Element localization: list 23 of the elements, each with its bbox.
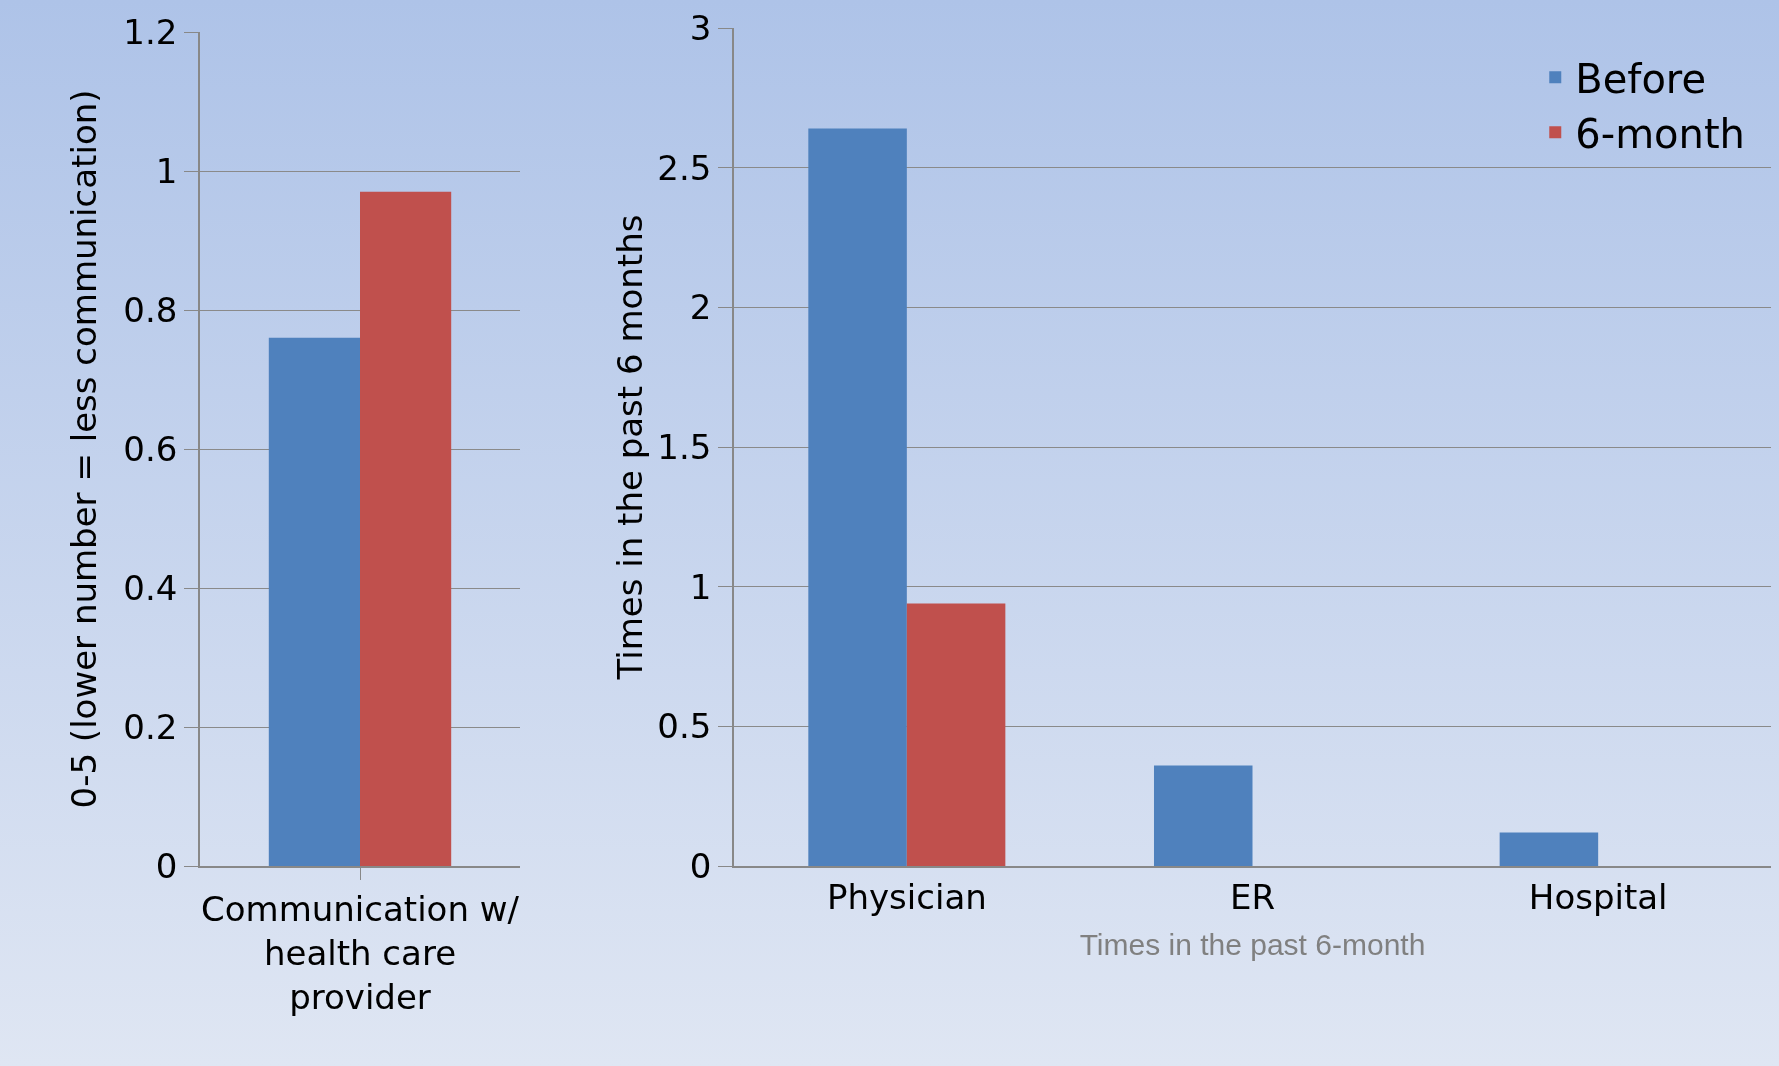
y-tick-label: 0.5 xyxy=(657,706,712,747)
x-tick-label: Physician xyxy=(826,876,987,917)
y-tick-label: 0 xyxy=(155,845,178,886)
y-axis-title: Times in the past 6 months xyxy=(610,214,650,681)
y-axis-title: 0-5 (lower number = less communication) xyxy=(64,89,105,809)
legend-label: 6-month xyxy=(1575,110,1745,157)
y-tick-label: 0 xyxy=(689,845,712,886)
y-tick-label: 0.2 xyxy=(123,706,178,747)
y-tick-label: 1 xyxy=(689,566,712,607)
y-tick-label: 0.6 xyxy=(123,428,178,469)
y-tick-label: 1 xyxy=(155,150,178,191)
y-tick-label: 1.2 xyxy=(123,11,178,52)
y-tick-label: 0.4 xyxy=(123,567,178,608)
y-tick-label: 2 xyxy=(689,287,712,328)
y-tick-label: 0.8 xyxy=(123,289,178,330)
y-tick-label: 3 xyxy=(689,7,712,48)
x-tick-label: ER xyxy=(1229,876,1276,917)
legend-label: Before xyxy=(1575,55,1707,102)
x-tick-label: Communication w/ health care provider xyxy=(200,888,520,1017)
x-axis-title: Times in the past 6-month xyxy=(1079,927,1426,961)
x-tick-label: Hospital xyxy=(1528,876,1668,917)
y-tick-label: 1.5 xyxy=(657,426,712,467)
y-tick-label: 2.5 xyxy=(657,147,712,188)
